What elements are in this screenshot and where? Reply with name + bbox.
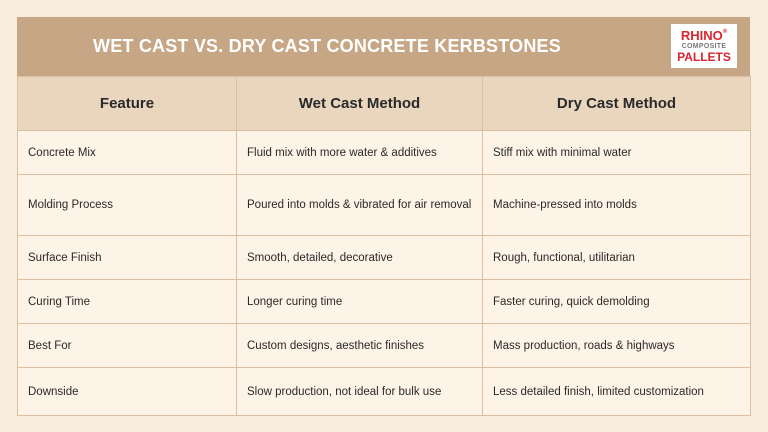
logo-mark: ®: [722, 29, 728, 35]
table-cell: Molding Process: [17, 174, 237, 236]
table-row: Molding Process Poured into molds & vibra…: [17, 174, 751, 236]
table-body: Concrete Mix Fluid mix with more water & …: [17, 130, 751, 416]
column-header: Wet Cast Method: [236, 76, 483, 131]
header-row: Feature Wet Cast Method Dry Cast Method: [17, 76, 751, 131]
column-header: Dry Cast Method: [482, 76, 751, 131]
table-cell: Faster curing, quick demolding: [482, 279, 751, 324]
table-cell: Surface Finish: [17, 235, 237, 280]
column-header: Feature: [17, 76, 237, 131]
logo-line: COMPOSITE: [681, 43, 727, 50]
table-cell: Machine-pressed into molds: [482, 174, 751, 236]
table-cell: Stiff mix with minimal water: [482, 130, 751, 175]
table-cell: Rough, functional, utilitarian: [482, 235, 751, 280]
table-cell: Custom designs, aesthetic finishes: [236, 323, 483, 368]
table-cell: Mass production, roads & highways: [482, 323, 751, 368]
table-cell: Fluid mix with more water & additives: [236, 130, 483, 175]
logo: RHINO® COMPOSITE PALLETS: [671, 24, 737, 68]
title: WET CAST VS. DRY CAST CONCRETE KERBSTONE…: [93, 36, 561, 56]
infographic: WET CAST VS. DRY CAST CONCRETE KERBSTONE…: [17, 17, 751, 416]
title-bar: WET CAST VS. DRY CAST CONCRETE KERBSTONE…: [17, 17, 750, 76]
table-row: Downside Slow production, not ideal for b…: [17, 367, 751, 416]
logo-line: PALLETS: [677, 50, 731, 64]
table-cell: Longer curing time: [236, 279, 483, 324]
table-cell: Less detailed finish, limited customizat…: [482, 367, 751, 416]
table-cell: Smooth, detailed, decorative: [236, 235, 483, 280]
table-cell: Downside: [17, 367, 237, 416]
table-cell: Poured into molds & vibrated for air rem…: [236, 174, 483, 236]
logo-line: RHINO®: [671, 29, 737, 42]
table-cell: Curing Time: [17, 279, 237, 324]
table-row: Curing Time Longer curing time Faster curi…: [17, 279, 751, 324]
logo-text: RHINO: [680, 28, 723, 43]
table-row: Surface Finish Smooth, detailed, decorati…: [17, 235, 751, 280]
table-cell: Concrete Mix: [17, 130, 237, 175]
comparison-table: Feature Wet Cast Method Dry Cast Method Co…: [17, 76, 751, 416]
table-row: Best For Custom designs, aesthetic finish…: [17, 323, 751, 368]
table-row: Concrete Mix Fluid mix with more water & …: [17, 130, 751, 175]
table-cell: Best For: [17, 323, 237, 368]
table-cell: Slow production, not ideal for bulk use: [236, 367, 483, 416]
